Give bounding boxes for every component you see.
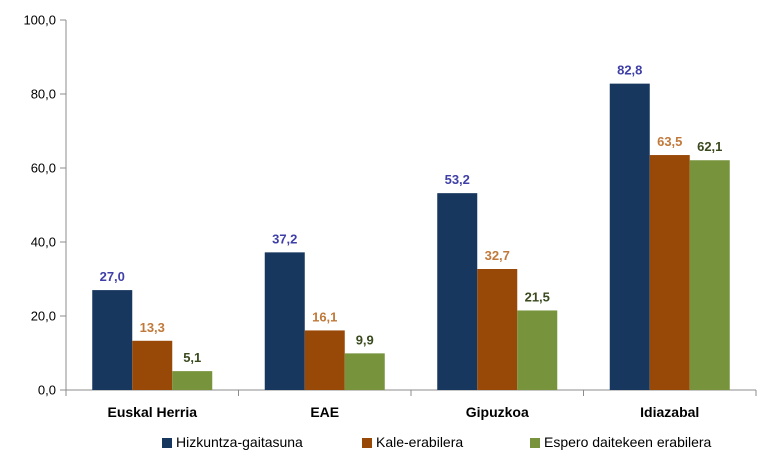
bar xyxy=(344,353,385,390)
bar xyxy=(304,330,345,390)
y-tick-label: 100,0 xyxy=(23,13,56,28)
y-tick-label: 0,0 xyxy=(38,383,56,398)
data-label: 37,2 xyxy=(272,231,297,246)
legend-swatch xyxy=(530,438,540,448)
data-label: 62,1 xyxy=(697,139,722,154)
data-labels: 27,0 13,3 5,1 37,2 16,1 9,9 53,2 32,7 21,5 82,8 63… xyxy=(100,63,723,365)
x-category-label: Euskal Herria xyxy=(108,404,198,420)
data-label: 16,1 xyxy=(312,309,337,324)
bar xyxy=(689,160,730,390)
bar xyxy=(92,290,133,390)
legend-swatch xyxy=(162,438,172,448)
bar xyxy=(649,155,690,390)
y-tick-label: 80,0 xyxy=(31,87,56,102)
data-label: 53,2 xyxy=(445,172,470,187)
data-label: 27,0 xyxy=(100,269,125,284)
legend: Hizkuntza-gaitasuna Kale-erabilera Espero … xyxy=(162,434,712,450)
bar xyxy=(132,340,173,390)
data-label: 13,3 xyxy=(140,320,165,335)
bar xyxy=(477,269,518,390)
y-tick-label: 40,0 xyxy=(31,235,56,250)
axes: 0,0 20,0 40,0 60,0 80,0 100,0 Euskal Herria EAE… xyxy=(23,13,757,420)
bar xyxy=(517,310,558,390)
bar xyxy=(437,193,478,390)
bars xyxy=(92,83,730,390)
y-tick-label: 60,0 xyxy=(31,161,56,176)
legend-label: Kale-erabilera xyxy=(376,434,463,450)
x-category-label: Idiazabal xyxy=(640,404,699,420)
legend-label: Espero daitekeen erabilera xyxy=(544,434,712,450)
x-category-label: Gipuzkoa xyxy=(466,404,529,420)
data-label: 32,7 xyxy=(485,248,510,263)
legend-swatch xyxy=(362,438,372,448)
bar xyxy=(609,83,650,390)
data-label: 9,9 xyxy=(356,332,374,347)
bar xyxy=(172,371,213,390)
data-label: 5,1 xyxy=(183,350,201,365)
data-label: 63,5 xyxy=(657,134,682,149)
data-label: 82,8 xyxy=(617,63,642,78)
legend-label: Hizkuntza-gaitasuna xyxy=(176,434,303,450)
bar xyxy=(264,252,305,390)
data-label: 21,5 xyxy=(525,289,550,304)
y-tick-label: 20,0 xyxy=(31,309,56,324)
x-category-label: EAE xyxy=(310,404,339,420)
